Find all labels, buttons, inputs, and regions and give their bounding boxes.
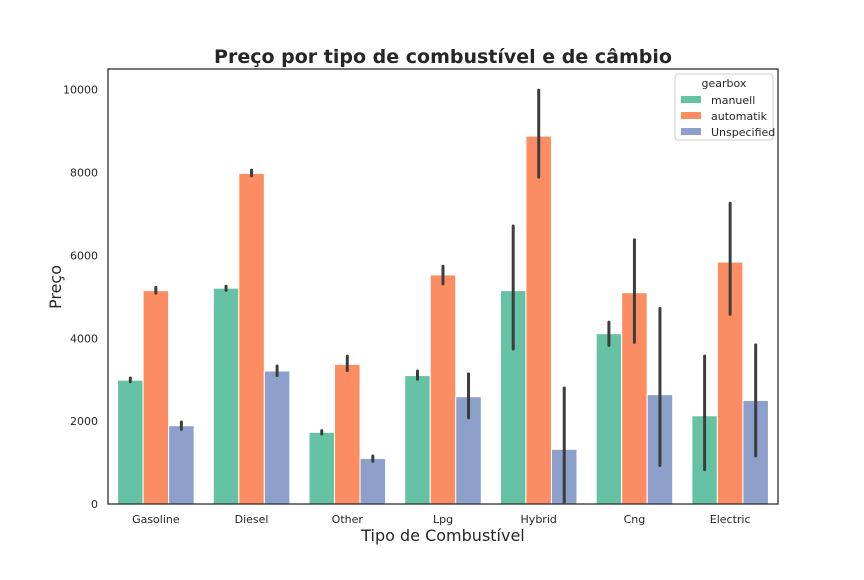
x-tick-label: Other [332, 513, 364, 526]
legend-label-manuell: manuell [711, 94, 755, 107]
bar-manuell-other [308, 431, 336, 505]
plot-frame [107, 68, 779, 505]
y-tick-label: 6000 [70, 249, 98, 262]
bar-automatik-diesel [238, 172, 265, 505]
x-tick-label: Lpg [433, 513, 453, 526]
bar-automatik-other [334, 363, 361, 505]
y-tick-label: 8000 [70, 167, 98, 180]
bar-automatik-lpg [429, 274, 457, 505]
bar-manuell-cng [595, 333, 623, 505]
legend-title: gearbox [702, 77, 747, 90]
legend: gearbox manuell automatik Unspecified [674, 73, 775, 141]
x-tick-label: Diesel [235, 513, 269, 526]
legend-box [674, 73, 774, 141]
bar-unspecified-diesel [263, 370, 291, 505]
y-tick-label: 10000 [63, 84, 98, 97]
x-tick-label: Cng [624, 513, 646, 526]
x-tick-label: Gasoline [132, 513, 180, 526]
legend-swatch-unspecified [681, 128, 701, 135]
x-tick-label: Hybrid [521, 513, 557, 526]
bar-automatik-hybrid [525, 135, 552, 505]
chart-title: Preço por tipo de combustível e de câmbi… [214, 46, 672, 68]
bar-unspecified-gasoline [168, 425, 195, 505]
error-bars-group [128, 88, 758, 504]
legend-label-unspecified: Unspecified [711, 126, 775, 139]
legend-swatch-manuell [681, 96, 701, 103]
bar-unspecified-other [359, 457, 387, 505]
x-tick-label: Electric [710, 513, 751, 526]
bar-manuell-gasoline [117, 379, 144, 505]
bars-group [117, 135, 769, 505]
y-axis-label: Preço [46, 265, 65, 309]
y-tick-label: 2000 [70, 415, 98, 428]
bar-automatik-gasoline [142, 290, 170, 505]
y-tick-label: 4000 [70, 332, 98, 345]
legend-label-automatik: automatik [711, 110, 768, 123]
bar-manuell-lpg [404, 375, 431, 505]
y-axis: 0 2000 4000 6000 8000 10000 [63, 84, 98, 511]
bar-manuell-diesel [212, 287, 240, 505]
x-axis-label: Tipo de Combustível [360, 526, 525, 545]
y-tick-label: 0 [91, 498, 98, 511]
x-axis: Gasoline Diesel Other Lpg Hybrid Cng Electric [132, 513, 750, 526]
legend-swatch-automatik [681, 112, 701, 119]
